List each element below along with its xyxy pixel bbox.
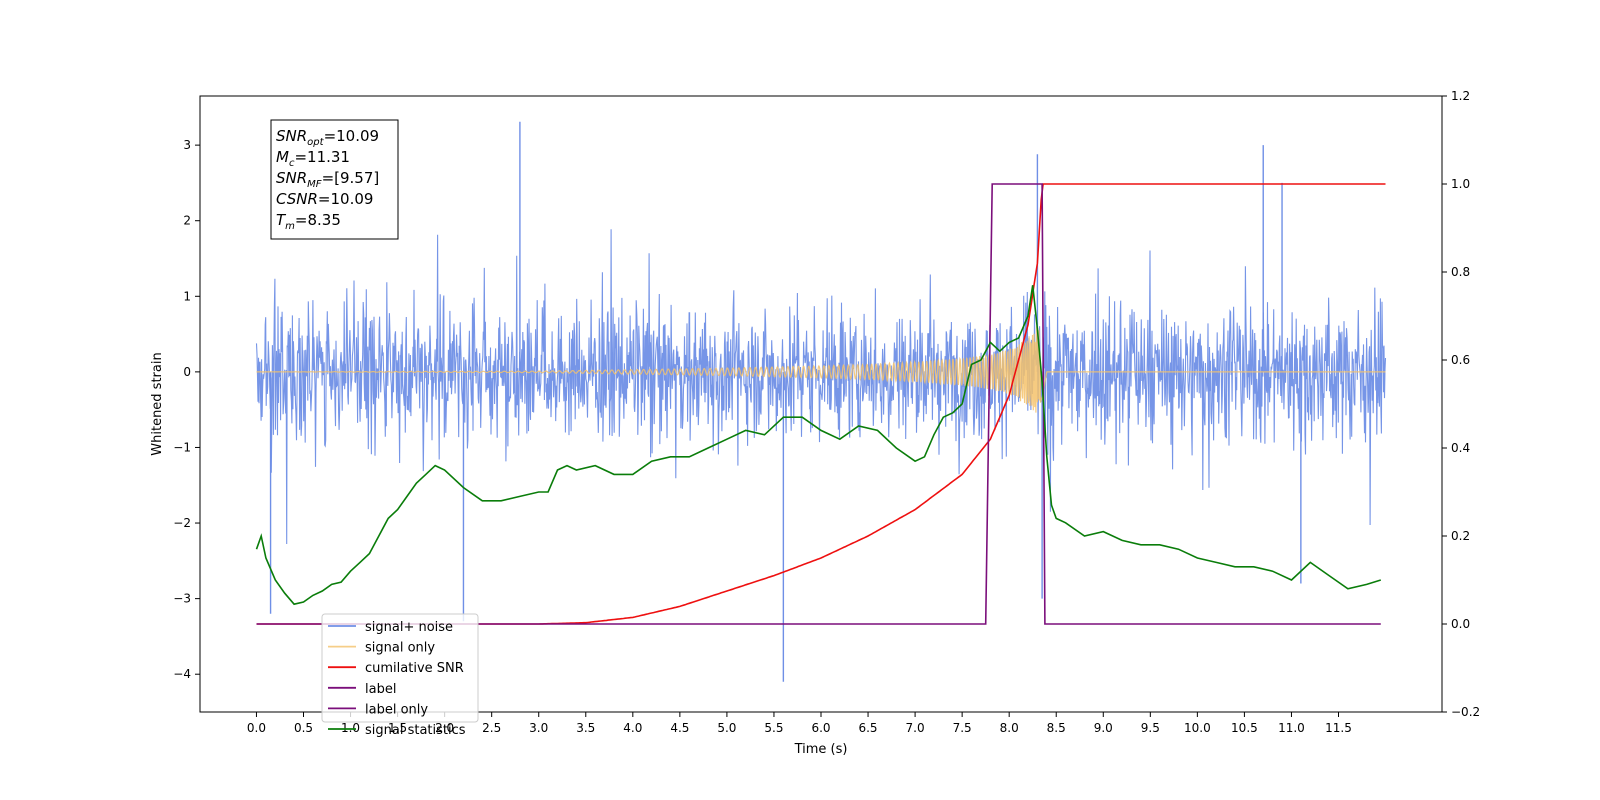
x-tick-label: 2.0 <box>435 721 454 735</box>
legend: signal+ noise signal only cumilative SNR la… <box>321 613 479 738</box>
legend-label: cumilative SNR <box>365 661 464 676</box>
x-tick-label: 8.0 <box>1000 721 1019 735</box>
y-left-tick-label: 0 <box>183 365 191 379</box>
y-left-tick-label: 2 <box>183 214 191 228</box>
annotation-line: CSNR=10.09 <box>276 190 373 208</box>
y-left-axis: 3 2 1 0 −1 −2 −3 −4 <box>173 138 200 681</box>
y-right-tick-label: 1.2 <box>1451 89 1470 103</box>
annotation-subscript: m <box>285 221 295 232</box>
series-signal-statistics-line <box>255 285 1382 606</box>
x-tick-label: 7.0 <box>906 721 925 735</box>
annotation-value: =[9.57] <box>322 169 380 187</box>
legend-label: label only <box>365 702 428 717</box>
y-right-tick-label: −0.2 <box>1451 705 1480 719</box>
x-tick-label: 1.0 <box>341 721 360 735</box>
annotation-subscript: c <box>289 158 295 169</box>
y-right-tick-label: 0.0 <box>1451 617 1470 631</box>
annotation-value: =10.09 <box>324 127 380 145</box>
annotation-line: SNRopt=10.09 <box>276 127 379 148</box>
x-tick-label: 6.5 <box>858 721 877 735</box>
y-left-tick-label: −3 <box>173 592 191 606</box>
x-tick-label: 9.0 <box>1094 721 1113 735</box>
annotation-box: SNRopt=10.09Mc=11.31SNRMF=[9.57]CSNR=10.… <box>270 119 399 240</box>
y-right-axis: 1.2 1.0 0.8 0.6 0.4 0.2 0.0 −0.2 <box>1442 89 1480 719</box>
annotation-line: Mc=11.31 <box>276 148 350 169</box>
y-right-tick-label: 0.2 <box>1451 529 1470 543</box>
x-tick-label: 7.5 <box>953 721 972 735</box>
legend-label: label <box>365 682 396 697</box>
annotation-subscript: MF <box>307 179 322 190</box>
x-tick-label: 0.0 <box>247 721 266 735</box>
annotation-value: =8.35 <box>295 211 341 229</box>
legend-label: signal+ noise <box>365 620 453 635</box>
y-right-tick-label: 0.8 <box>1451 265 1470 279</box>
annotation-symbol: CSNR <box>276 190 318 208</box>
annotation-line: SNRMF=[9.57] <box>276 169 379 190</box>
y-left-tick-label: −4 <box>173 667 191 681</box>
x-tick-label: 11.5 <box>1325 721 1352 735</box>
legend-label: signal statistics <box>365 723 466 738</box>
x-tick-label: 1.5 <box>388 721 407 735</box>
x-tick-label: 11.0 <box>1278 721 1305 735</box>
y-left-tick-label: −1 <box>173 440 191 454</box>
x-tick-label: 5.5 <box>764 721 783 735</box>
annotation-symbol: M <box>276 148 289 166</box>
x-tick-label: 5.0 <box>717 721 736 735</box>
x-tick-label: 0.5 <box>294 721 313 735</box>
annotation-symbol: T <box>276 211 287 229</box>
x-axis: 0.0 0.5 1.0 1.5 2.0 2.5 3.0 3.5 4.0 4.5 5.0 5.5 6.0 6… <box>247 712 1352 735</box>
x-tick-label: 8.5 <box>1047 721 1066 735</box>
legend-label: signal only <box>365 641 435 656</box>
y-right-tick-label: 1.0 <box>1451 177 1470 191</box>
series-label-line <box>256 183 1381 625</box>
x-axis-label: Time (s) <box>794 742 848 757</box>
y-left-tick-label: 1 <box>183 289 191 303</box>
annotation-value: =11.31 <box>294 148 350 166</box>
y-right-tick-label: 0.4 <box>1451 441 1470 455</box>
y-left-tick-label: −2 <box>173 516 191 530</box>
annotation-line: Tm=8.35 <box>276 211 341 232</box>
x-tick-label: 4.5 <box>670 721 689 735</box>
annotation-symbol: SNR <box>276 169 307 187</box>
series-signal-noise-line <box>255 229 1387 545</box>
y-axis-label-left: Whitened strain <box>150 352 165 455</box>
x-tick-label: 10.0 <box>1184 721 1211 735</box>
annotation-value: =10.09 <box>318 190 374 208</box>
x-tick-label: 2.5 <box>482 721 501 735</box>
x-tick-label: 6.0 <box>811 721 830 735</box>
y-left-tick-label: 3 <box>183 138 191 152</box>
x-tick-label: 9.5 <box>1141 721 1160 735</box>
x-tick-label: 10.5 <box>1231 721 1258 735</box>
annotation-frame <box>270 119 399 240</box>
x-tick-label: 3.5 <box>576 721 595 735</box>
annotation-symbol: SNR <box>276 127 307 145</box>
x-tick-label: 3.0 <box>529 721 548 735</box>
x-tick-label: 4.0 <box>623 721 642 735</box>
annotation-subscript: opt <box>307 137 324 148</box>
y-right-tick-label: 0.6 <box>1451 353 1470 367</box>
series-signal-only-line <box>256 326 1386 413</box>
legend-frame <box>321 613 479 723</box>
